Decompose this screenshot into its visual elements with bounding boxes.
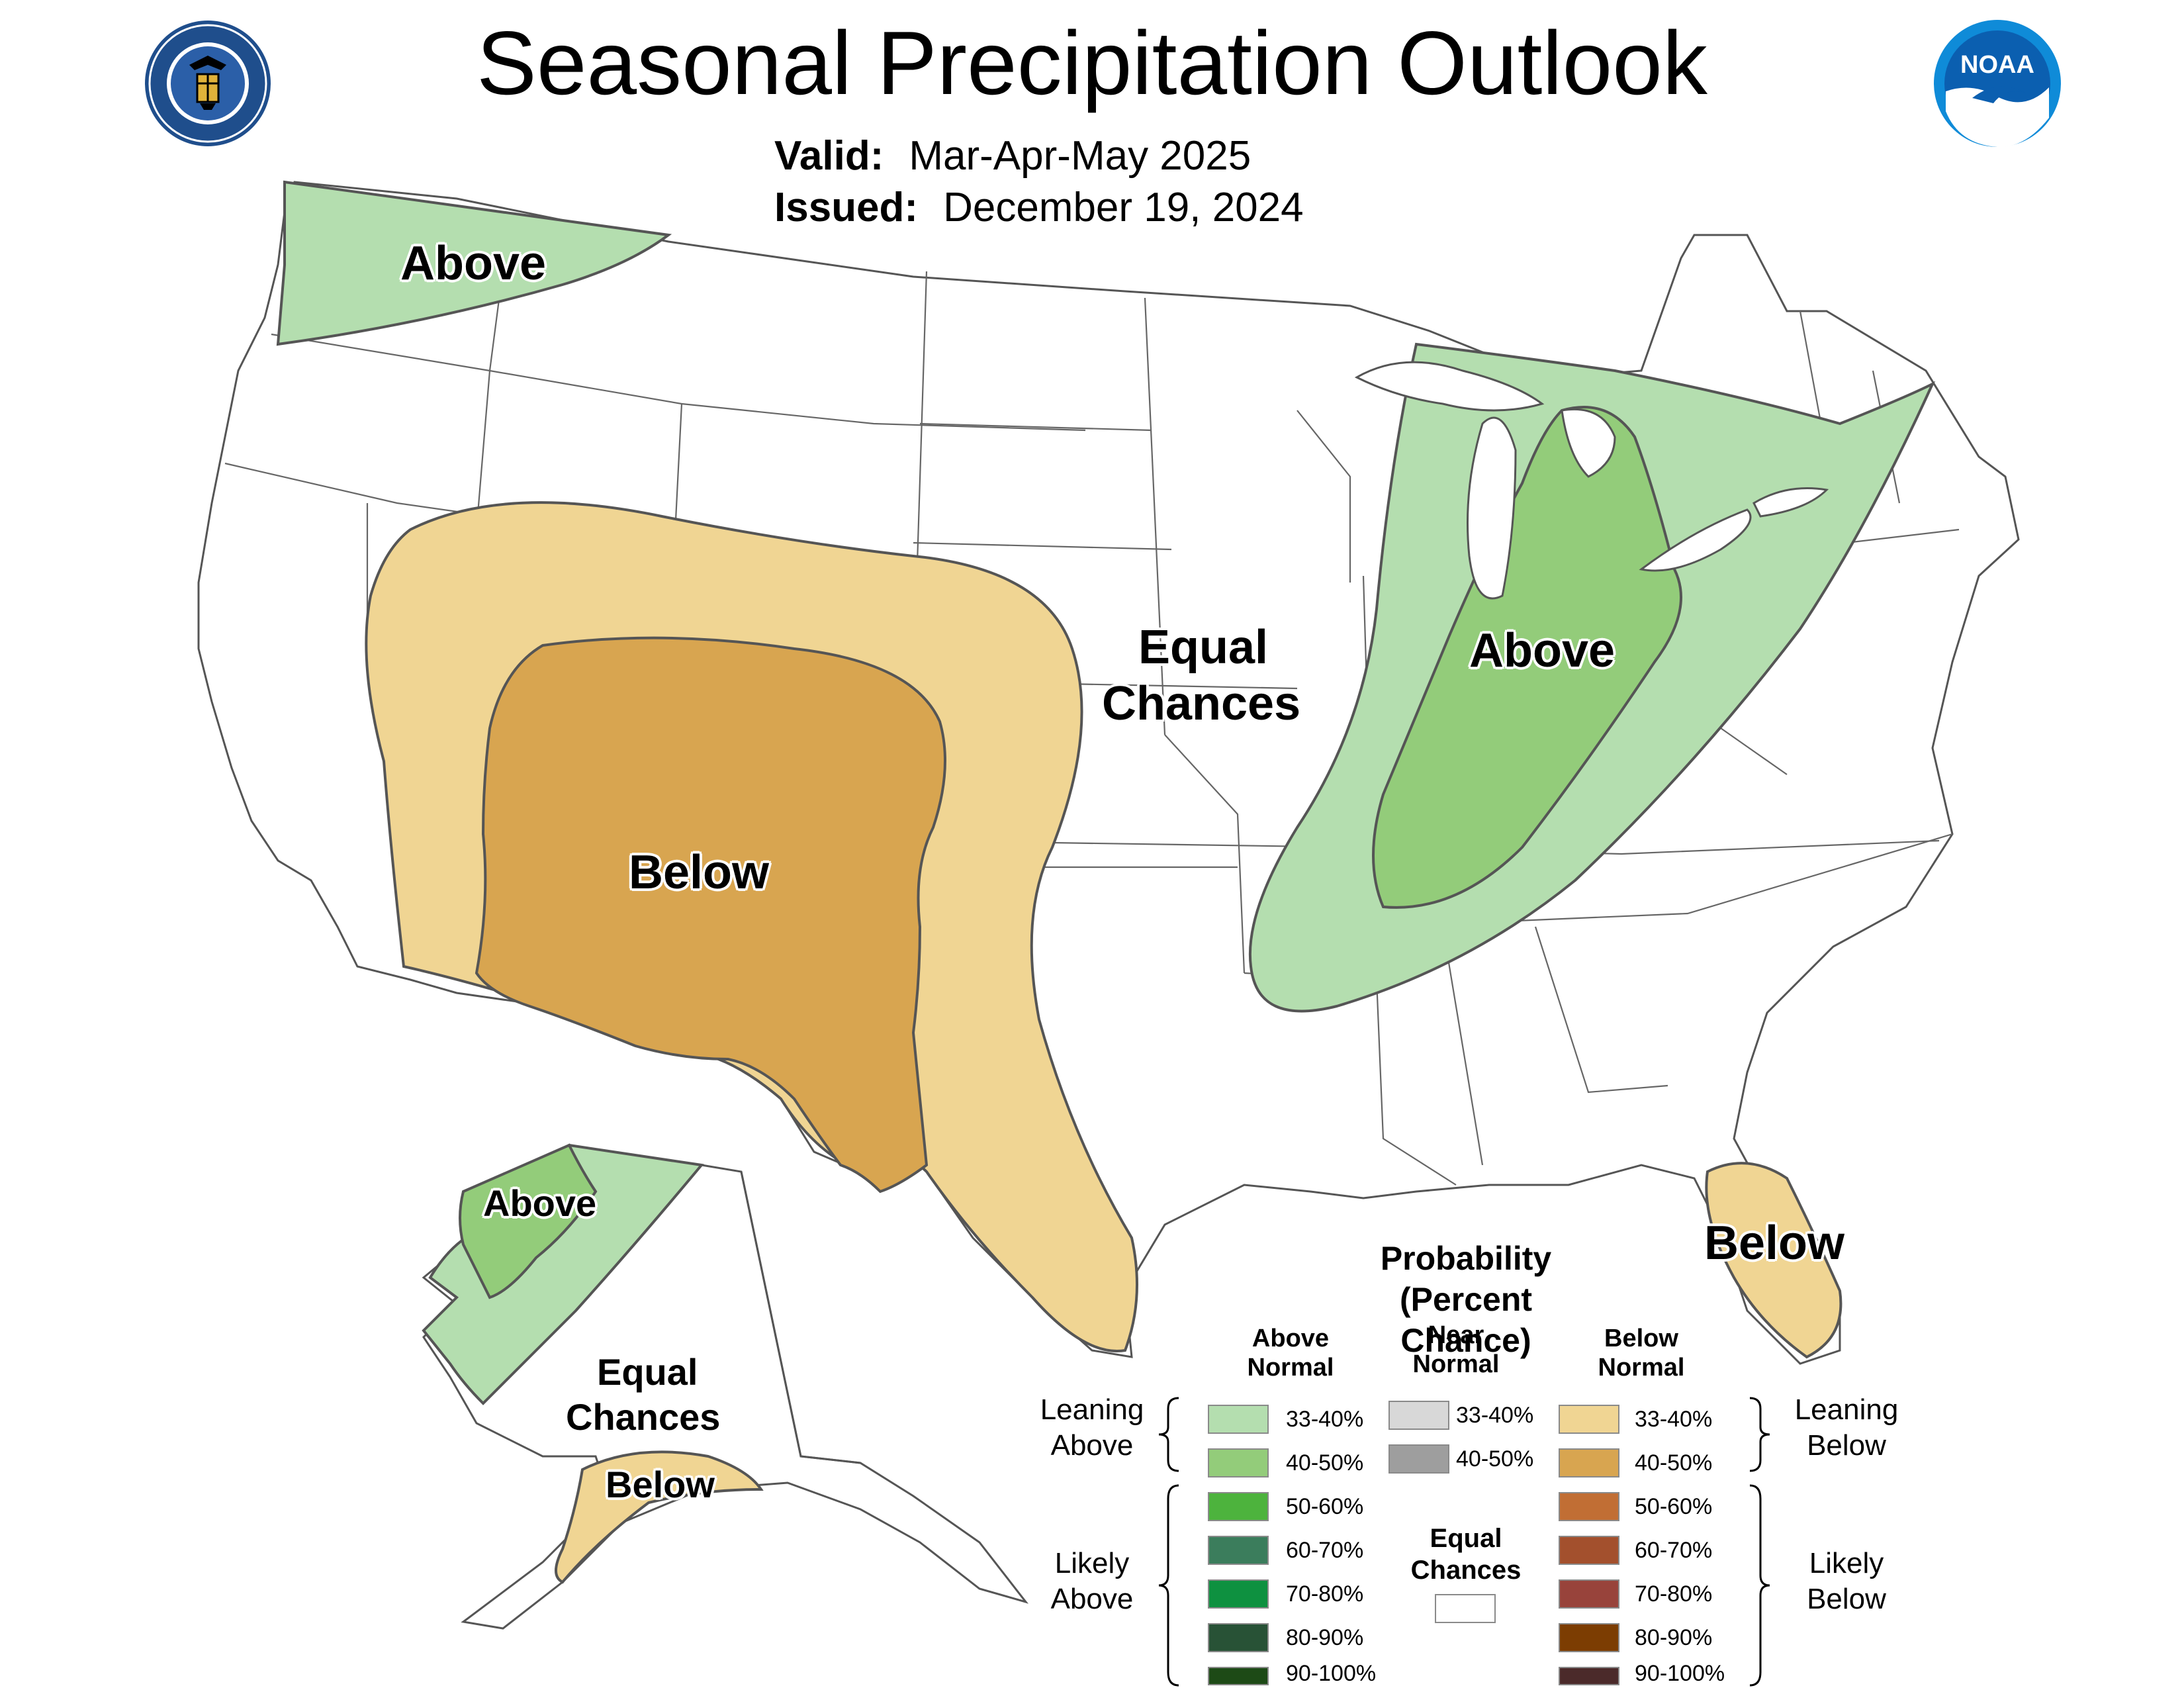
legend-above-range: 40-50% xyxy=(1286,1450,1364,1476)
legend-equal-chances-label: Equal Chances xyxy=(1390,1523,1542,1586)
noaa-logo-icon: NOAA xyxy=(1934,20,2061,148)
legend-above-swatch xyxy=(1208,1492,1269,1521)
legend-above-range: 60-70% xyxy=(1286,1538,1364,1563)
valid-value: Mar-Apr-May 2025 xyxy=(909,133,1251,179)
ohio-valley-above-label: Above xyxy=(1469,624,1615,677)
legend-above-swatch xyxy=(1208,1536,1269,1565)
great-lakes xyxy=(1354,361,1829,600)
equal-chances-line1-label: Equal xyxy=(1138,621,1269,674)
florida-below-area xyxy=(1705,1162,1843,1359)
legend-below-range: 50-60% xyxy=(1635,1494,1713,1519)
legend-below-range: 90-100% xyxy=(1635,1661,1725,1686)
legend-below-swatch xyxy=(1559,1536,1619,1565)
legend-below-swatch xyxy=(1559,1405,1619,1434)
legend-above-range: 33-40% xyxy=(1286,1407,1364,1432)
leaning-above-label: Leaning Above xyxy=(1019,1392,1165,1464)
legend-above-range: 80-90% xyxy=(1286,1625,1364,1650)
legend-below-header-line1: Below xyxy=(1604,1325,1678,1352)
legend-below-range: 70-80% xyxy=(1635,1581,1713,1607)
legend-above-swatch xyxy=(1208,1579,1269,1609)
legend-above-range: 90-100% xyxy=(1286,1661,1377,1686)
likely-above-brace-icon xyxy=(1158,1484,1179,1687)
legend-below-range: 80-90% xyxy=(1635,1625,1713,1650)
likely-below-line1: Likely xyxy=(1809,1547,1884,1579)
issued-label: Issued: xyxy=(774,185,919,230)
legend-below-range: 33-40% xyxy=(1635,1407,1713,1432)
legend-near-header-line1: Near xyxy=(1428,1321,1484,1349)
likely-below-label: Likely Below xyxy=(1774,1546,1919,1617)
sw-below-area xyxy=(475,636,946,1194)
alaska-40-50-above-area xyxy=(459,1143,598,1299)
valid-label: Valid: xyxy=(774,133,884,179)
leaning-above-line2: Above xyxy=(1050,1429,1134,1462)
legend-below-range: 60-70% xyxy=(1635,1538,1713,1563)
alaska-equal-line2-label: Chances xyxy=(566,1396,721,1438)
legend-near-swatch xyxy=(1388,1401,1449,1430)
alaska-equal-line1-label: Equal xyxy=(597,1351,698,1393)
legend-above-swatch xyxy=(1208,1448,1269,1477)
legend-equal-line2: Chances xyxy=(1410,1556,1522,1585)
legend-title-line2: (Percent Chance) xyxy=(1399,1281,1533,1359)
department-of-commerce-seal-icon xyxy=(145,21,271,146)
leaning-below-line2: Below xyxy=(1807,1429,1886,1462)
nw-above-area xyxy=(276,180,672,346)
issued-date: Issued: December 19, 2024 xyxy=(774,184,1304,232)
alaska-south-coast xyxy=(740,1171,861,1464)
legend-above-header-line1: Above xyxy=(1251,1325,1330,1352)
legend-title-line1: Probability xyxy=(1380,1240,1552,1277)
noaa-logo-text: NOAA xyxy=(1960,51,2034,79)
leaning-above-line1: Leaning xyxy=(1040,1393,1144,1426)
alaska-below-label: Below xyxy=(606,1464,715,1505)
legend-above-header-line2: Normal xyxy=(1247,1354,1334,1382)
issued-value: December 19, 2024 xyxy=(943,185,1304,230)
legend-equal-line1: Equal xyxy=(1430,1524,1502,1553)
legend-below-swatch xyxy=(1559,1579,1619,1609)
legend-near-header: Near Normal xyxy=(1390,1321,1522,1379)
legend-below-swatch xyxy=(1559,1492,1619,1521)
florida-below-label: Below xyxy=(1704,1217,1845,1270)
legend-near-range: 40-50% xyxy=(1456,1446,1534,1472)
legend-above-header: Above Normal xyxy=(1218,1324,1363,1382)
alaska-above-label: Above xyxy=(483,1182,597,1224)
legend-below-header: Below Normal xyxy=(1569,1324,1714,1382)
legend-above-range: 70-80% xyxy=(1286,1581,1364,1607)
leaning-below-line1: Leaning xyxy=(1794,1393,1899,1426)
leaning-below-label: Leaning Below xyxy=(1774,1392,1919,1464)
likely-above-label: Likely Above xyxy=(1019,1546,1165,1617)
equal-chances-line2-label: Chances xyxy=(1102,677,1301,730)
legend-title: Probability (Percent Chance) xyxy=(1343,1238,1588,1361)
nw-above-label: Above xyxy=(400,237,547,290)
legend-below-swatch xyxy=(1559,1667,1619,1685)
legend-below-header-line2: Normal xyxy=(1598,1354,1685,1382)
leaning-below-brace-icon xyxy=(1749,1397,1770,1472)
legend-near-range: 33-40% xyxy=(1456,1403,1534,1428)
likely-above-line2: Above xyxy=(1050,1583,1134,1615)
leaning-above-brace-icon xyxy=(1158,1397,1179,1472)
legend-below-range: 40-50% xyxy=(1635,1450,1713,1476)
legend-above-range: 50-60% xyxy=(1286,1494,1364,1519)
page-title: Seasonal Precipitation Outlook xyxy=(477,13,1707,113)
legend-above-swatch xyxy=(1208,1405,1269,1434)
likely-below-brace-icon xyxy=(1749,1484,1770,1687)
southwest-below-label: Below xyxy=(629,846,770,899)
legend-near-swatch xyxy=(1388,1444,1449,1474)
likely-below-line2: Below xyxy=(1807,1583,1886,1615)
legend-near-header-line2: Normal xyxy=(1412,1350,1500,1378)
legend-above-swatch xyxy=(1208,1623,1269,1652)
legend-below-swatch xyxy=(1559,1623,1619,1652)
legend-equal-chances-swatch xyxy=(1435,1594,1496,1623)
alaska-below-area xyxy=(555,1450,764,1584)
legend-above-swatch xyxy=(1208,1667,1269,1685)
valid-period: Valid: Mar-Apr-May 2025 xyxy=(774,132,1251,180)
likely-above-line1: Likely xyxy=(1054,1547,1130,1579)
legend-below-swatch xyxy=(1559,1448,1619,1477)
